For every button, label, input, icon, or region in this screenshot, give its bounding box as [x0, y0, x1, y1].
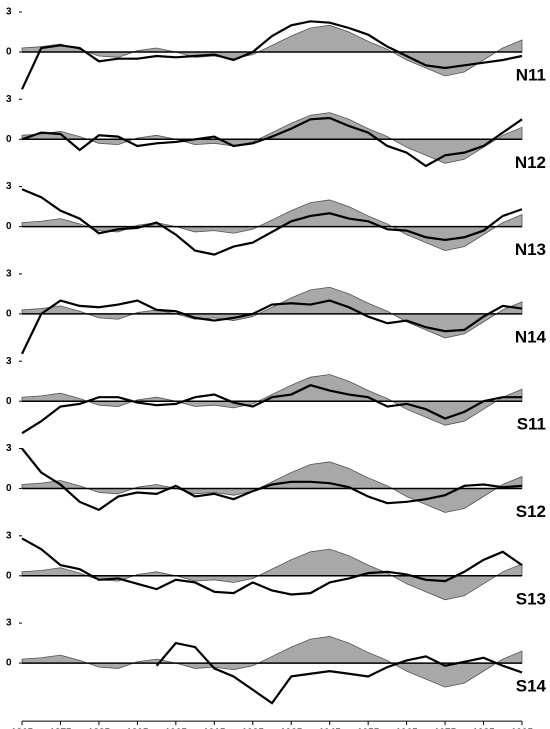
x-tick-label: 1955: [357, 728, 380, 729]
y-tick-label: 3: [6, 356, 12, 367]
x-tick-label: 1935: [280, 728, 303, 729]
x-tick-label: 1995: [511, 728, 534, 729]
y-tick-label: 3: [6, 7, 12, 18]
y-tick-label: 0: [6, 221, 12, 232]
line-series: [21, 384, 522, 435]
panel-label: S14: [516, 677, 547, 696]
shaded-area: [21, 286, 523, 339]
panel-label: S11: [517, 415, 546, 434]
y-tick-label: 0: [6, 483, 12, 494]
y-tick-label: 0: [6, 658, 12, 669]
x-tick-label: 1925: [242, 728, 265, 729]
shaded-area: [21, 24, 523, 77]
y-tick-label: 3: [6, 94, 12, 105]
shaded-area: [21, 374, 523, 426]
shaded-area: [21, 636, 523, 688]
x-tick-label: 1875: [49, 728, 72, 729]
panel-label: N14: [515, 327, 547, 346]
y-tick-label: 3: [6, 618, 12, 629]
x-tick-label: 1885: [88, 728, 111, 729]
x-tick-label: 1905: [165, 728, 188, 729]
y-tick-label: 0: [6, 134, 12, 145]
panel-label: S13: [516, 589, 546, 608]
y-tick-label: 0: [6, 570, 12, 581]
panel-label: S12: [516, 502, 546, 521]
x-tick-label: 1915: [203, 728, 226, 729]
line-series: [21, 537, 523, 596]
x-tick-label: 1895: [126, 728, 149, 729]
line-series: [21, 20, 523, 90]
shaded-area: [21, 548, 523, 601]
shaded-area: [21, 199, 523, 252]
y-tick-label: 3: [6, 443, 12, 454]
x-tick-label: 1865: [11, 728, 34, 729]
panel-label: N11: [516, 65, 546, 84]
panel-label: N12: [515, 153, 546, 172]
x-tick-label: 1965: [395, 728, 418, 729]
line-series: [21, 299, 523, 355]
y-tick-label: 0: [6, 309, 12, 320]
y-tick-label: 3: [6, 181, 12, 192]
line-series: [21, 116, 523, 168]
y-tick-label: 3: [6, 530, 12, 541]
panel-label: N13: [515, 240, 546, 259]
line-series: [21, 188, 523, 256]
shaded-area: [21, 461, 523, 513]
x-tick-label: 1975: [434, 728, 457, 729]
y-tick-label: 3: [6, 269, 12, 280]
x-tick-label: 1985: [472, 728, 495, 729]
shaded-area: [21, 112, 523, 164]
line-series: [21, 447, 523, 512]
y-tick-label: 0: [6, 47, 12, 58]
line-series: [155, 641, 523, 705]
y-tick-label: 0: [6, 396, 12, 407]
x-tick-label: 1945: [319, 728, 342, 729]
